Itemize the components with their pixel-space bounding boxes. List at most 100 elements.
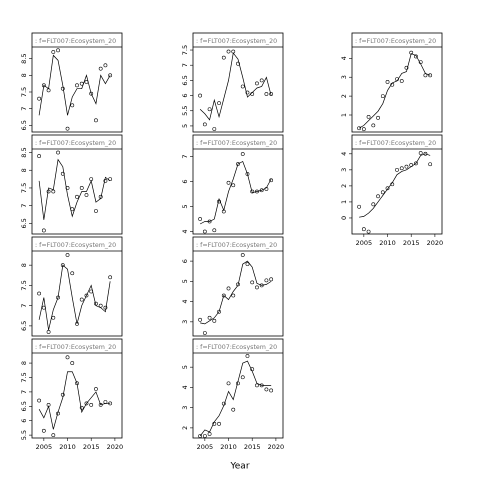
panel: : f=FLT007:Ecosystem_20 6.5 7 7.5 8 8.5 [20,134,123,235]
data-point [217,421,221,426]
data-point [84,401,89,406]
y-tick-label: 4 [340,56,348,60]
data-point [236,282,240,287]
y-tick-label: 5.5 [20,430,28,440]
strip-label: : f=FLT007:Ecosystem_20 [196,242,277,249]
data-point [198,93,203,98]
data-point [198,217,203,221]
y-tick-label: 3 [181,406,189,410]
data-point [202,229,207,234]
data-point [385,186,390,191]
data-point [217,101,221,106]
data-point [108,275,113,280]
data-point [51,189,56,194]
panel-frame [192,236,284,337]
panel-frame [31,134,123,235]
data-point [217,309,221,314]
data-point [98,66,103,71]
data-point [41,428,46,433]
panel-frame [192,134,284,235]
data-point [250,280,255,285]
trend-line [359,153,431,218]
data-point [357,126,362,131]
trend-line [38,54,111,116]
y-tick-label: 7.5 [20,280,28,290]
data-point [414,161,418,166]
panel: : f=FLT007:Ecosystem_20 0 1 2 3 4 2005 2010 2015… [340,134,443,247]
y-tick-label: 3 [340,168,348,172]
y-tick-label: 6 [181,179,189,183]
strip-label: : f=FLT007:Ecosystem_20 [35,344,116,351]
y-tick-label: 5 [181,204,189,208]
data-point [51,433,56,438]
y-tick-label: 6.5 [20,401,28,411]
y-tick-label: 6.5 [20,120,28,130]
y-tick-label: 6 [181,94,189,98]
data-point [70,103,75,108]
data-point [94,387,98,391]
data-point [198,434,203,438]
panel: : f=FLT007:Ecosystem_20 3 4 5 6 [181,236,284,337]
trend-line [38,371,111,430]
data-point [98,402,103,407]
y-tick-label: 3 [340,75,348,79]
y-tick-label: 2 [181,426,189,430]
y-tick-label: 7.5 [20,372,28,382]
data-point [264,387,269,392]
y-tick-label: 4 [181,300,189,304]
data-point [366,114,371,119]
y-tick-label: 4 [181,229,189,233]
trend-line [200,260,272,325]
data-point [75,194,79,199]
data-point [65,355,70,360]
data-point [75,83,79,88]
data-point [56,150,60,155]
y-tick-label: 7 [20,304,28,308]
data-point [371,123,376,128]
data-point [385,80,390,84]
strip-label: : f=FLT007:Ecosystem_20 [35,140,116,147]
data-point [46,88,51,93]
data-point [259,188,264,193]
panel-frame [31,236,123,337]
data-point [380,190,385,195]
trend-line [199,52,272,121]
data-point [103,63,108,68]
y-tick-label: 8 [20,263,28,267]
data-point [399,79,404,83]
panel-frame [192,338,284,439]
data-point [207,107,212,112]
y-tick-label: 7 [20,390,28,394]
data-point [231,183,236,188]
data-point [207,315,212,320]
data-point [361,127,366,132]
data-point [84,193,89,197]
x-tick-label: 2020 [107,443,124,451]
data-point [380,94,385,99]
data-point [84,293,89,298]
data-point [103,178,108,183]
data-point [198,317,203,322]
panel: : f=FLT007:Ecosystem_20 6.5 7 7.5 8 8.5 [20,32,123,133]
data-point [79,186,84,190]
y-tick-label: 8 [20,168,28,172]
data-point [259,78,264,83]
y-tick-label: 4 [181,385,189,389]
data-point [255,81,259,86]
data-point [70,271,75,276]
data-point [46,189,51,194]
strip-label: : f=FLT007:Ecosystem_20 [355,140,436,147]
strip-label: : f=FLT007:Ecosystem_20 [196,140,277,147]
x-tick-label: 2015 [403,239,420,247]
y-tick-label: 8.5 [20,147,28,157]
y-tick-label: 0 [340,216,348,220]
y-tick-label: 3 [181,320,189,324]
y-tick-label: 8 [20,361,28,365]
data-point [70,361,75,365]
x-tick-label: 2015 [244,443,261,451]
data-point [46,330,51,334]
panel-frame [31,338,123,439]
strip-label: : f=FLT007:Ecosystem_20 [355,38,436,45]
data-point [202,331,207,335]
